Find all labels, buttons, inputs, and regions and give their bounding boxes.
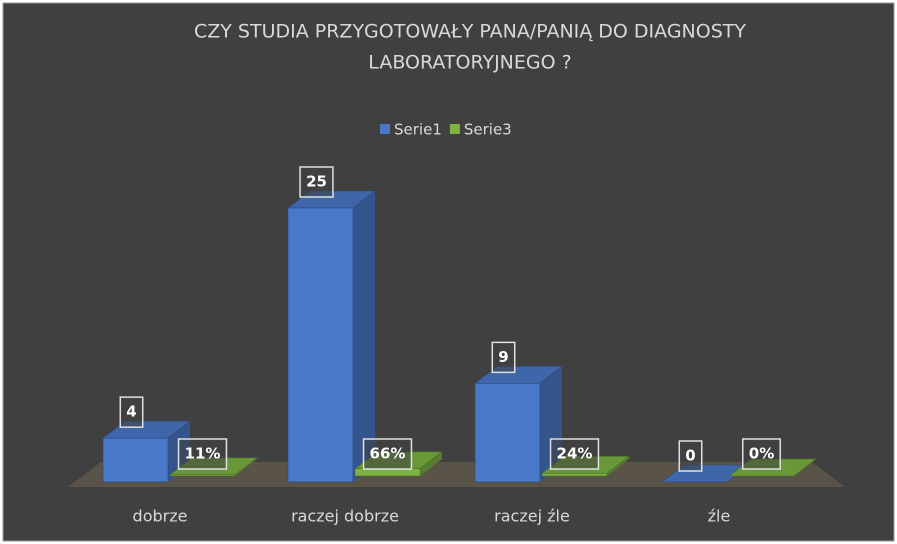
bar [287, 190, 376, 483]
data-label: 4 [126, 403, 136, 421]
data-label-box [119, 396, 144, 428]
x-tick-label: raczej źle [494, 507, 570, 526]
bar-front [354, 468, 421, 477]
legend-swatch [380, 124, 390, 134]
bar-front [474, 383, 541, 483]
data-label-box [299, 166, 334, 198]
data-label: 25 [306, 173, 327, 191]
bar-front [169, 474, 236, 477]
x-tick-label: źle [708, 507, 731, 526]
bar-front [287, 207, 354, 483]
data-label-box [177, 438, 228, 470]
bar-side [420, 451, 442, 476]
data-label-box [678, 440, 703, 472]
data-label: 9 [498, 348, 508, 366]
data-label: 11% [185, 445, 221, 463]
bar [474, 366, 563, 483]
bar-front [102, 437, 169, 483]
data-label: 0 [685, 447, 695, 465]
data-label-box [549, 438, 600, 470]
x-tick-label: dobrze [133, 507, 188, 526]
x-tick-label: raczej dobrze [291, 507, 399, 526]
data-label-box [742, 438, 781, 470]
bar-side [607, 456, 629, 476]
data-label-box [491, 341, 516, 374]
legend-label: Serie3 [464, 121, 512, 139]
chart-title: LABORATORYJNEGO ? [368, 52, 571, 74]
legend-swatch [449, 124, 460, 134]
legend-label: Serie1 [394, 121, 442, 139]
data-label: 24% [557, 445, 593, 463]
chart-title: CZY STUDIA PRZYGOTOWAŁY PANA/PANIĄ DO DI… [194, 21, 746, 43]
data-label-box [362, 438, 413, 470]
bar-side [353, 191, 375, 482]
floor [68, 462, 845, 487]
bar-front [541, 473, 608, 477]
data-label: 66% [370, 445, 406, 463]
data-label: 0% [749, 445, 774, 463]
